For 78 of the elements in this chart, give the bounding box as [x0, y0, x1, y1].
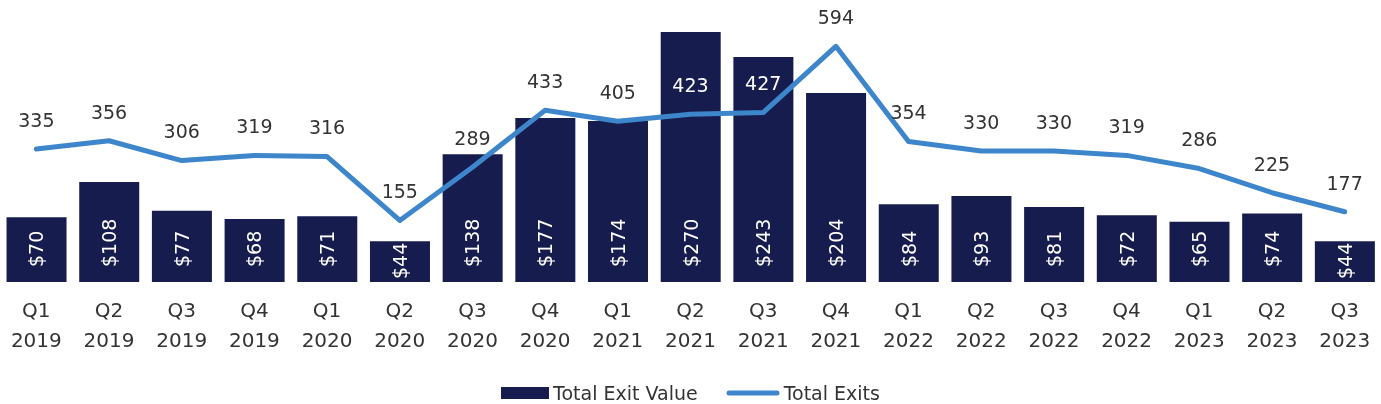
legend-label: Total Exits: [783, 382, 880, 404]
x-tick-label: Q2 2020: [374, 298, 426, 352]
data-label: 319: [1108, 115, 1145, 138]
data-label: 316: [308, 116, 346, 139]
x-tick-label: Q3 2022: [1028, 298, 1080, 352]
bar: [224, 219, 285, 282]
data-label: 319: [236, 115, 273, 138]
bar: [588, 120, 649, 282]
x-tick-label: Q4 2020: [519, 298, 571, 352]
data-label: $81: [1042, 230, 1065, 267]
x-tick-label: Q4 2019: [228, 298, 280, 352]
bar: [6, 217, 67, 282]
data-label: 594: [817, 6, 854, 29]
data-label: $177: [534, 218, 557, 267]
bar: [806, 93, 867, 282]
data-label: $204: [824, 218, 847, 267]
x-tick-label: Q1 2023: [1173, 298, 1225, 352]
data-label: $44: [388, 242, 411, 279]
bar: [1314, 241, 1375, 282]
bar: [369, 241, 430, 282]
data-label: 177: [1326, 171, 1363, 194]
x-tick-label: Q1 2022: [883, 298, 935, 352]
data-label: 427: [745, 72, 782, 95]
x-tick-label: Q3 2020: [446, 298, 498, 352]
bar: [951, 195, 1012, 282]
bar: [442, 154, 503, 282]
bar: [1024, 207, 1085, 282]
bar: [79, 182, 140, 282]
data-label: 330: [1035, 110, 1073, 133]
bar: [660, 32, 721, 282]
bar: [515, 118, 576, 282]
bar: [297, 216, 358, 282]
data-label: $71: [316, 230, 339, 267]
data-label: $70: [25, 230, 48, 267]
bar: [733, 57, 794, 282]
bar: [151, 210, 212, 282]
x-tick-label: Q2 2019: [83, 298, 135, 352]
bar: [1242, 213, 1303, 282]
data-label: $65: [1188, 230, 1211, 267]
legend-label: Total Exit Value: [553, 382, 698, 404]
data-label: 306: [163, 120, 200, 143]
data-label: $93: [970, 230, 993, 267]
data-label: $68: [243, 230, 266, 267]
data-label: 286: [1181, 128, 1218, 151]
x-tick-label: Q2 2021: [665, 298, 716, 352]
x-tick-label: Q1 2021: [592, 298, 644, 352]
x-tick-label: Q3 2019: [156, 298, 208, 352]
data-label: 289: [454, 127, 491, 150]
data-label: $243: [752, 218, 775, 267]
x-tick-label: Q4 2022: [1101, 298, 1153, 352]
data-label: 335: [18, 108, 55, 131]
data-label: 225: [1253, 152, 1291, 175]
x-tick-label: Q2 2023: [1246, 298, 1298, 352]
x-tick-label: Q4 2021: [810, 298, 862, 352]
data-label: $84: [897, 230, 920, 267]
data-label: 155: [381, 180, 418, 203]
data-label: $138: [461, 218, 484, 267]
data-label: 405: [599, 81, 636, 104]
data-label: $72: [1115, 230, 1138, 267]
data-label: $174: [606, 218, 629, 267]
bar: [1169, 221, 1230, 282]
x-tick-label: Q1 2019: [10, 298, 62, 352]
data-label: $108: [98, 218, 121, 267]
x-tick-label: Q2 2022: [955, 298, 1007, 352]
data-label: 356: [90, 100, 128, 123]
data-label: 354: [890, 101, 927, 124]
data-label: $44: [1333, 242, 1356, 279]
x-tick-label: Q3 2021: [737, 298, 789, 352]
bar: [878, 204, 939, 282]
data-label: $270: [679, 218, 702, 267]
data-label: 423: [672, 73, 709, 96]
data-label: 330: [963, 110, 1000, 133]
data-label: 433: [527, 70, 564, 93]
data-label: $74: [1261, 230, 1284, 267]
x-tick-label: Q1 2020: [301, 298, 353, 352]
bar: [1096, 215, 1157, 282]
data-label: $77: [170, 230, 193, 267]
x-tick-label: Q3 2023: [1319, 298, 1371, 352]
